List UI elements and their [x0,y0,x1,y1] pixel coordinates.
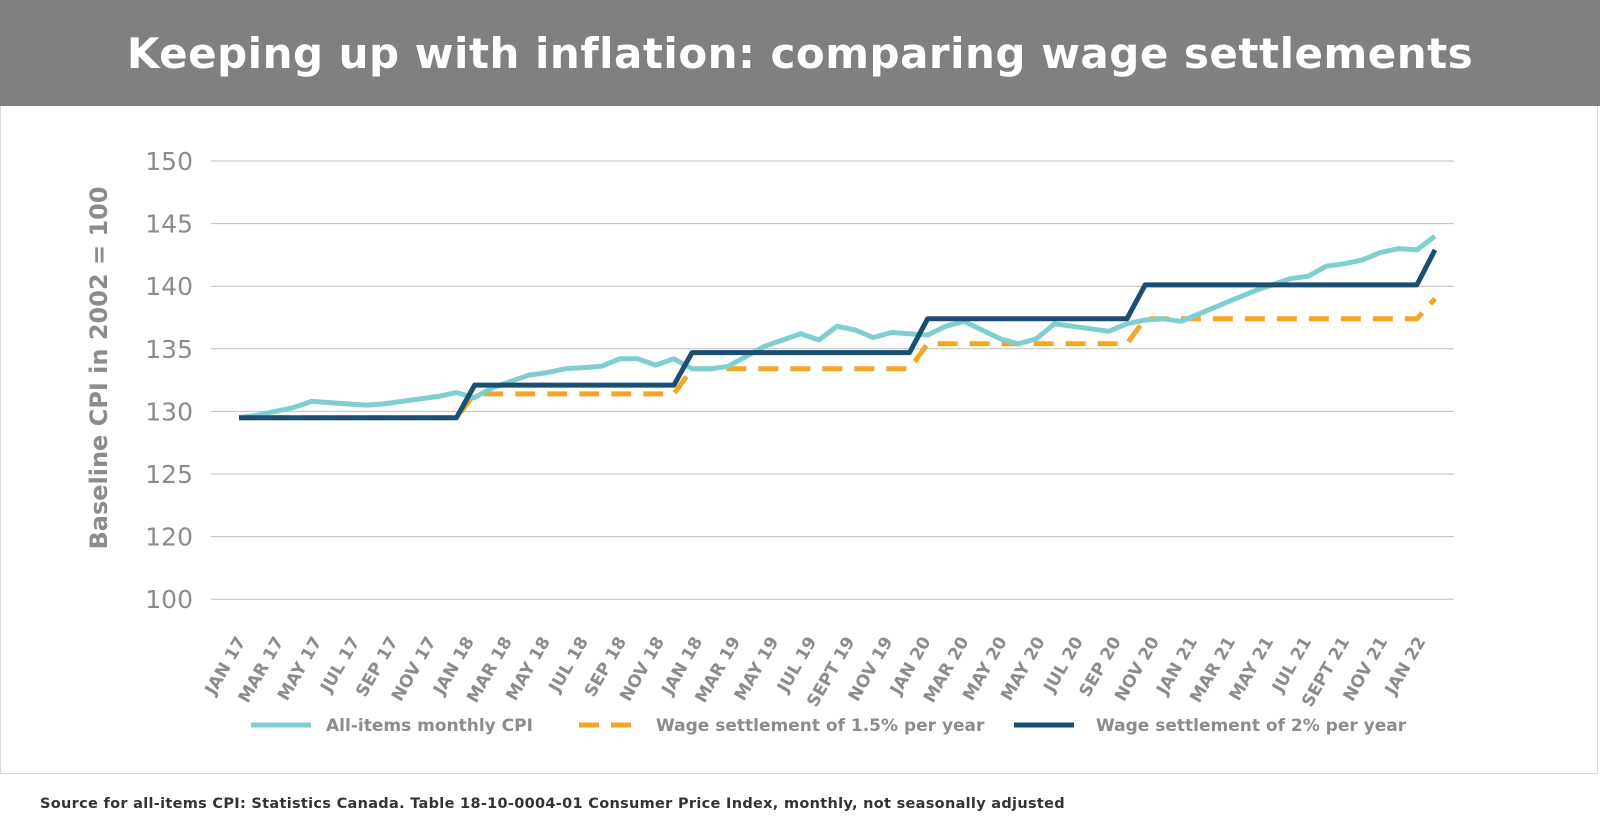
y-tick-label: 125 [145,460,193,489]
y-axis-title: Baseline CPI in 2002 = 100 [85,186,113,549]
y-tick-label: 145 [145,210,193,239]
legend-label: Wage settlement of 2% per year [1096,716,1407,736]
y-tick-label: 150 [145,147,193,176]
series-line-wage-2 [239,248,1438,421]
title-bar: Keeping up with inflation: comparing wag… [0,0,1600,106]
legend-label: All-items monthly CPI [326,716,533,736]
chart-frame: 150 145 140 135 130 125 120 100 Baseline CPI in … [0,106,1598,774]
y-tick-label: 135 [145,335,193,364]
y-tick-label: 130 [145,397,193,426]
y-tick-label: 140 [145,272,193,301]
source-note: Source for all-items CPI: Statistics Can… [40,796,1065,812]
line-chart: 150 145 140 135 130 125 120 100 Baseline CPI in … [85,147,1454,736]
legend-label: Wage settlement of 1.5% per year [656,716,985,736]
series-line-cpi [238,234,1437,421]
chart-title: Keeping up with inflation: comparing wag… [126,28,1474,78]
y-tick-label: 120 [145,523,193,552]
y-tick-label: 100 [145,585,193,614]
